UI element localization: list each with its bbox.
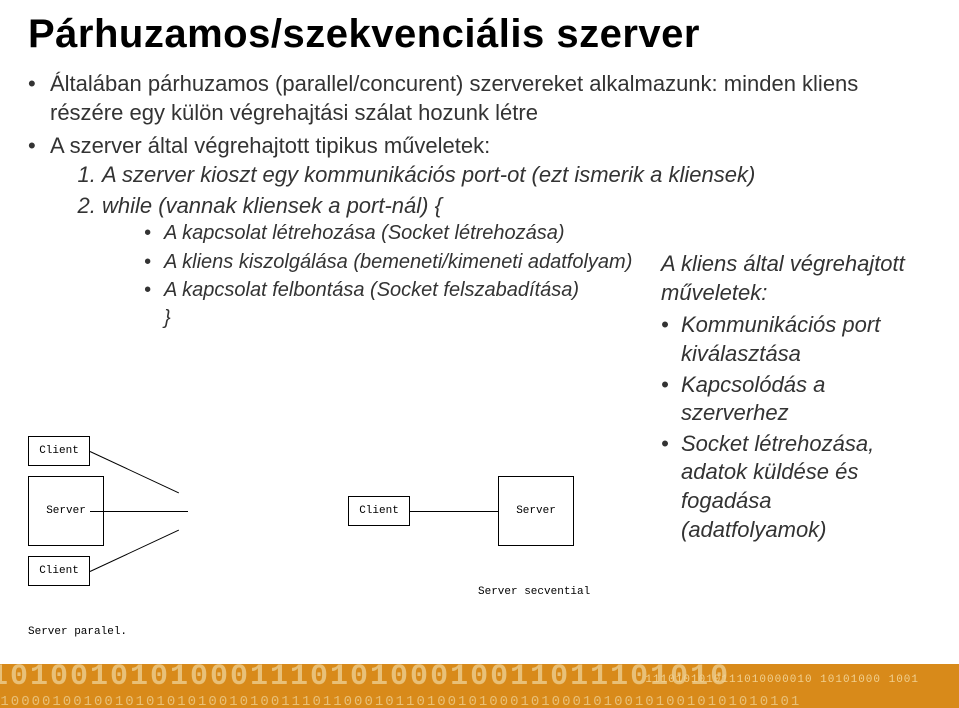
diagram-server-box: Server [498,476,574,546]
slide-title: Párhuzamos/szekvenciális szerver [28,12,931,57]
close-brace: } [164,305,661,331]
client-ops-list: Kommunikációs port kiválasztása Kapcsoló… [661,311,921,544]
client-op-select-port: Kommunikációs port kiválasztása [661,311,921,368]
diagram-connector [90,511,188,512]
inner-list: A kapcsolat létrehozása (Socket létrehoz… [144,220,661,303]
bullet-server-ops-text: A szerver által végrehajtott tipikus műv… [50,133,490,158]
client-op-socket-io: Socket létrehozása, adatok küldése és fo… [661,430,921,544]
footer-pattern: 1010010101000111010100010011011101010 01… [0,664,959,708]
client-ops-col: A kliens által végrehajtott műveletek: K… [661,220,931,546]
inner-create-socket: A kapcsolat létrehozása (Socket létrehoz… [144,220,661,246]
slide: Párhuzamos/szekvenciális szerver Általáb… [0,0,959,708]
client-op-connect: Kapcsolódás a szerverhez [661,371,921,428]
diagram-connector [410,511,498,512]
step-allocate-port: A szerver kioszt egy kommunikációs port-… [102,160,931,189]
footer-binary-row: 1010010101000111010100010011011101010 [0,664,730,694]
diagram-caption-sequential: Server secvential [478,586,590,598]
footer-tag: 1110101010111010000010 10101000 1001 [645,674,919,686]
inner-close-socket: A kapcsolat felbontása (Socket felszabad… [144,277,661,303]
diagram-client-box: Client [28,436,90,466]
diagram-client-box: Client [28,556,90,586]
step-while-text: while (vannak kliensek a port-nál) { [102,193,442,218]
footer-binary-row: 0100001001001010101010010100111011000101… [0,694,801,708]
diagram-caption-parallel: Server paralel. [28,626,127,638]
bullet-parallel-servers: Általában párhuzamos (parallel/concurent… [28,69,931,127]
server-diagram: Client Client Client Server Server paral… [28,426,648,656]
diagram-client-box: Client [348,496,410,526]
client-ops-intro: A kliens által végrehajtott műveletek: [661,250,921,307]
inner-serve-client: A kliens kiszolgálása (bemeneti/kimeneti… [144,249,661,275]
